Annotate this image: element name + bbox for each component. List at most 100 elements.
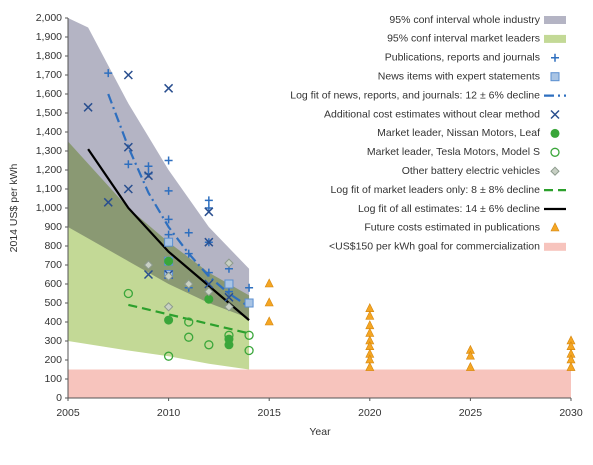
legend-swatch bbox=[550, 222, 560, 232]
point bbox=[224, 292, 234, 302]
point bbox=[83, 102, 93, 112]
legend-label: Log fit of market leaders only: 8 ± 8% d… bbox=[331, 184, 541, 196]
point bbox=[103, 197, 113, 207]
point bbox=[164, 230, 173, 239]
point bbox=[465, 350, 475, 360]
confidence-band bbox=[68, 141, 250, 370]
legend-label: Future costs estimated in publications bbox=[364, 222, 540, 234]
point bbox=[164, 156, 173, 165]
point bbox=[164, 215, 173, 224]
point bbox=[244, 298, 254, 308]
point bbox=[365, 310, 375, 320]
legend-swatch bbox=[550, 109, 560, 120]
legend-swatch bbox=[550, 128, 560, 138]
y-axis-label: 2014 US$ per kWh bbox=[8, 163, 20, 252]
point bbox=[365, 303, 375, 312]
point bbox=[164, 186, 173, 195]
point bbox=[204, 279, 214, 289]
point bbox=[104, 69, 113, 78]
fit-line bbox=[107, 93, 250, 308]
legend-label: Other battery electric vehicles bbox=[402, 165, 540, 177]
point bbox=[164, 237, 174, 247]
point bbox=[184, 228, 193, 237]
point bbox=[163, 302, 174, 312]
point bbox=[224, 302, 234, 312]
point bbox=[264, 316, 274, 326]
point bbox=[184, 317, 194, 327]
x-tick-label: 2010 bbox=[157, 407, 181, 419]
legend-swatch bbox=[550, 166, 560, 176]
point bbox=[204, 204, 213, 212]
plot-area bbox=[68, 18, 576, 398]
legend-swatch bbox=[550, 147, 560, 157]
x-tick-label: 2015 bbox=[258, 407, 282, 419]
point bbox=[365, 327, 375, 337]
x-tick-label: 2030 bbox=[559, 407, 583, 419]
legend-swatch bbox=[544, 34, 566, 43]
point bbox=[184, 249, 193, 258]
confidence-band bbox=[68, 369, 571, 398]
x-axis-label: Year bbox=[309, 426, 331, 438]
point bbox=[163, 271, 174, 282]
point bbox=[123, 70, 133, 80]
point bbox=[123, 288, 134, 299]
point bbox=[204, 268, 213, 277]
y-tick-label: 1,500 bbox=[36, 107, 62, 119]
legend-label: Publications, reports and journals bbox=[385, 52, 540, 64]
y-tick-label: 400 bbox=[44, 316, 62, 328]
legend-label: <US$150 per kWh goal for commercializati… bbox=[329, 241, 540, 253]
legend-label: 95% conf interval market leaders bbox=[387, 33, 540, 45]
fit-line bbox=[128, 303, 250, 335]
y-tick-label: 0 bbox=[56, 392, 62, 404]
point bbox=[143, 171, 154, 181]
point bbox=[204, 237, 214, 247]
point bbox=[465, 361, 475, 371]
y-tick-label: 1,600 bbox=[36, 88, 62, 100]
legend-label: Log fit of all estimates: 14 ± 6% declin… bbox=[358, 203, 540, 215]
point bbox=[224, 287, 233, 296]
x-tick-label: 2005 bbox=[56, 407, 80, 419]
point bbox=[244, 330, 254, 340]
y-tick-label: 100 bbox=[44, 373, 62, 385]
y-tick-label: 700 bbox=[44, 259, 62, 271]
y-tick-label: 1,200 bbox=[36, 164, 62, 176]
point bbox=[365, 361, 375, 371]
y-tick-label: 2,000 bbox=[36, 12, 62, 24]
legend-swatch bbox=[544, 16, 566, 24]
y-tick-label: 500 bbox=[44, 297, 62, 309]
point bbox=[245, 283, 254, 292]
y-tick-label: 1,800 bbox=[36, 50, 62, 62]
x-tick-label: 2025 bbox=[459, 407, 483, 419]
point bbox=[566, 361, 576, 371]
point bbox=[204, 207, 214, 217]
point bbox=[224, 258, 234, 268]
point bbox=[184, 332, 194, 342]
legend-swatch bbox=[544, 242, 566, 251]
y-tick-label: 1,900 bbox=[36, 31, 62, 43]
legend-label: Market leader, Tesla Motors, Model S bbox=[367, 146, 540, 158]
point bbox=[365, 320, 375, 330]
point bbox=[224, 279, 234, 289]
y-tick-label: 1,400 bbox=[36, 126, 62, 138]
y-tick-label: 800 bbox=[44, 240, 62, 252]
point bbox=[164, 315, 174, 325]
legend-label: Additional cost estimates without clear … bbox=[324, 108, 540, 120]
y-tick-label: 1,000 bbox=[36, 202, 62, 214]
legend-swatch bbox=[551, 53, 559, 62]
point bbox=[164, 256, 174, 266]
legend-label: Log fit of news, reports, and journals: … bbox=[290, 89, 540, 101]
fit-line bbox=[87, 148, 250, 321]
point bbox=[204, 286, 214, 297]
x-tick-label: 2020 bbox=[358, 407, 382, 419]
point bbox=[244, 345, 254, 356]
point bbox=[204, 294, 214, 304]
legend-label: 95% conf interval whole industry bbox=[389, 14, 540, 26]
point bbox=[163, 351, 174, 361]
y-tick-label: 900 bbox=[44, 221, 62, 233]
point bbox=[224, 330, 234, 340]
legend-label: Market leader, Nissan Motors, Leaf bbox=[377, 127, 540, 139]
y-tick-label: 1,300 bbox=[36, 145, 62, 157]
point bbox=[264, 297, 274, 307]
point bbox=[204, 340, 214, 350]
